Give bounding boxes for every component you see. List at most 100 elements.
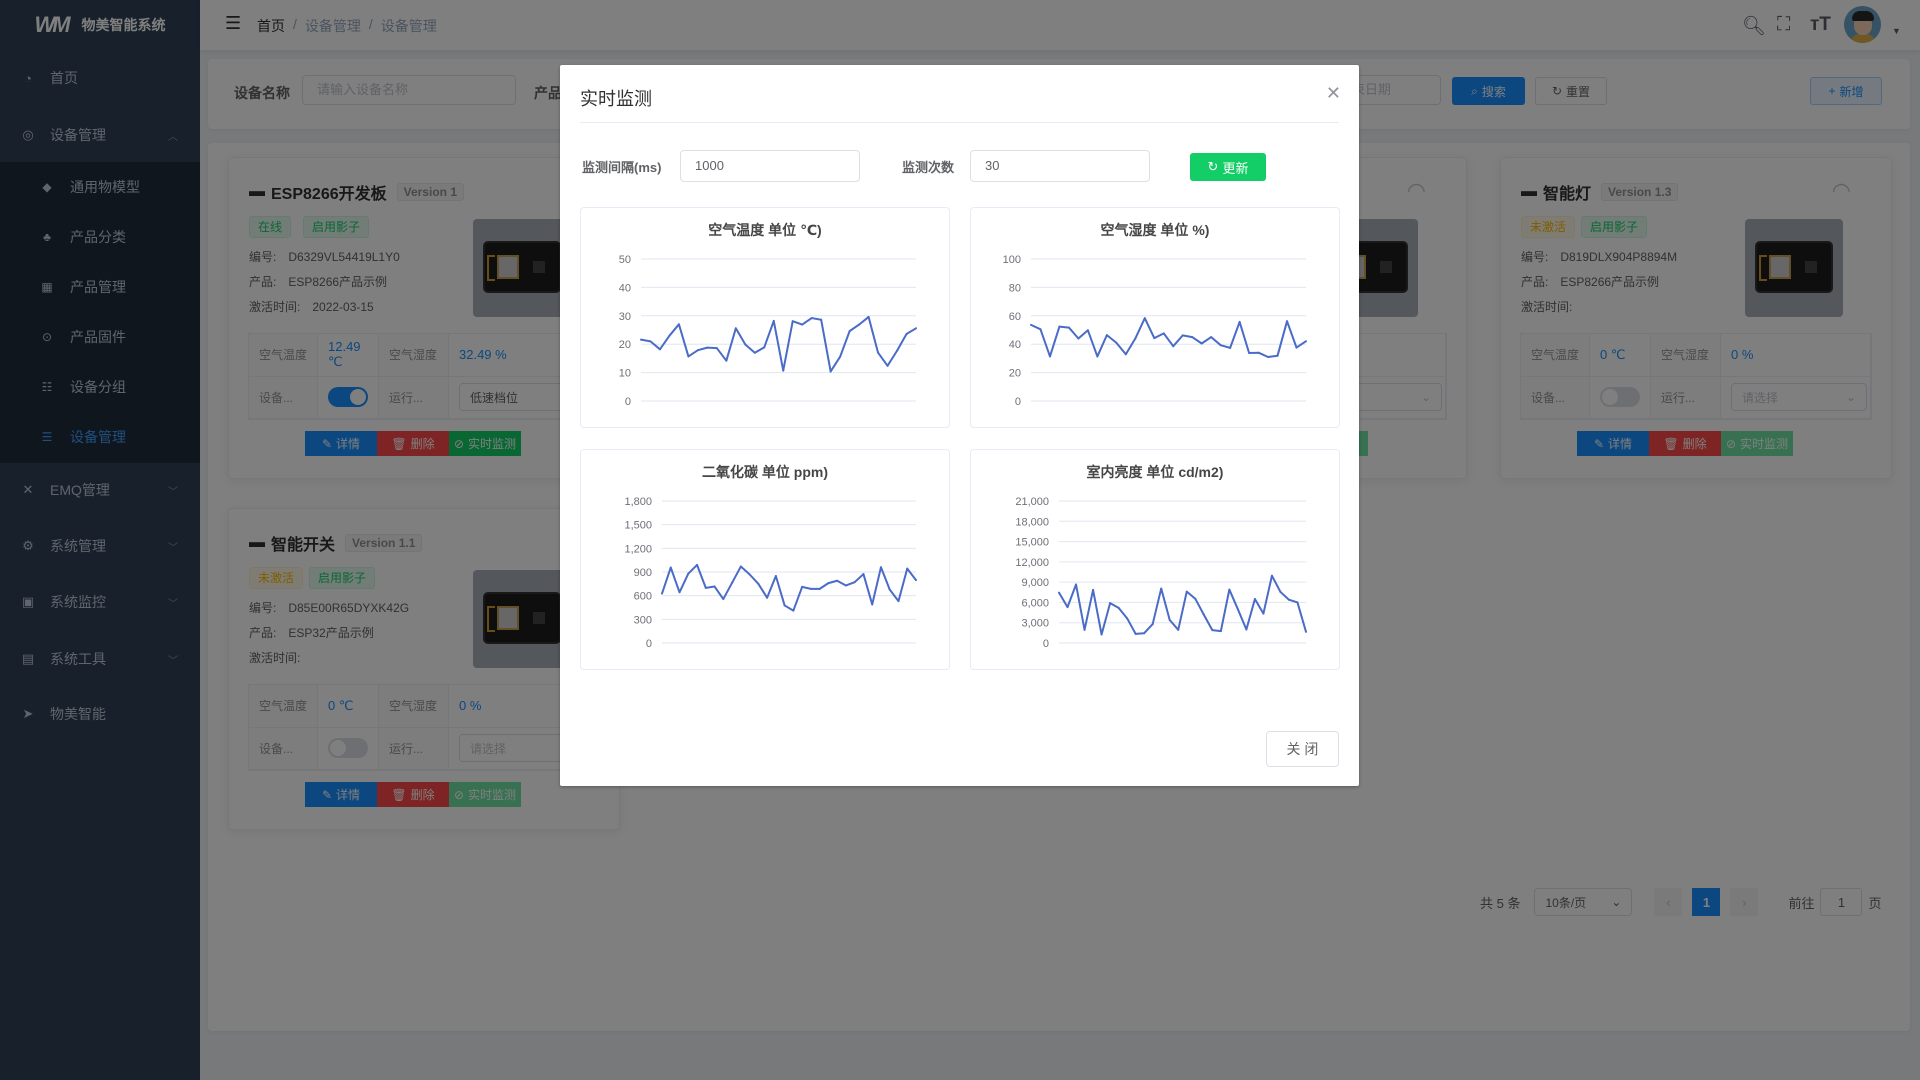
y-tick-label: 900 [634, 567, 652, 579]
data-point [658, 348, 661, 351]
data-point [829, 370, 832, 373]
data-point [1143, 317, 1146, 320]
close-icon[interactable]: ✕ [1325, 83, 1341, 103]
data-point [715, 347, 718, 350]
data-point [1162, 332, 1165, 335]
data-point [1048, 355, 1051, 358]
data-point [668, 334, 671, 337]
data-point [1066, 606, 1069, 609]
count-input[interactable]: 30 [970, 150, 1150, 182]
chart-card-humidity: 空气湿度 单位 %) 0 20 40 60 80 100 [970, 207, 1340, 428]
data-point [853, 581, 856, 584]
data-point [1211, 629, 1214, 632]
brightness-chart: 0 3,000 6,000 9,000 12,000 15,000 18,000 21,000 [1015, 496, 1307, 650]
data-point [1077, 337, 1080, 340]
data-point [1105, 334, 1108, 337]
data-point [896, 349, 899, 352]
data-point [1305, 630, 1307, 633]
data-point [1134, 337, 1137, 340]
y-tick-label: 1,800 [624, 496, 652, 508]
data-point [827, 582, 830, 585]
data-point [731, 581, 734, 584]
data-point [763, 346, 766, 349]
y-tick-label: 0 [1043, 638, 1049, 650]
data-point [1270, 574, 1273, 577]
data-point [1228, 588, 1231, 591]
data-point [766, 596, 769, 599]
data-point [867, 315, 870, 318]
y-tick-label: 12,000 [1015, 557, 1049, 569]
data-point [1200, 342, 1203, 345]
data-point [1262, 612, 1265, 615]
data-point [774, 575, 777, 578]
data-point [704, 586, 707, 589]
data-point [1100, 633, 1103, 636]
chart-title: 空气温度 单位 ℃) [708, 222, 822, 238]
data-point [1296, 601, 1299, 604]
data-point [1248, 352, 1251, 355]
data-point [706, 346, 709, 349]
data-point [713, 585, 716, 588]
data-point [1287, 598, 1290, 601]
y-tick-label: 10 [619, 368, 631, 380]
chart-title: 空气湿度 单位 %) [1100, 222, 1210, 238]
data-point [1134, 632, 1137, 635]
data-point [1295, 346, 1298, 349]
data-point [1117, 606, 1120, 609]
update-button[interactable]: ↻ 更新 [1190, 153, 1266, 181]
data-point [696, 349, 699, 352]
y-tick-label: 80 [1009, 282, 1021, 294]
data-point [1219, 344, 1222, 347]
data-point [640, 338, 642, 341]
chart-title: 二氧化碳 单位 ppm) [702, 464, 828, 480]
data-point [820, 318, 823, 321]
data-point [871, 603, 874, 606]
data-point [1109, 602, 1112, 605]
y-tick-label: 60 [1009, 311, 1021, 323]
data-point [1075, 583, 1078, 586]
data-point [1191, 336, 1194, 339]
y-tick-label: 40 [619, 282, 631, 294]
data-point [1039, 328, 1042, 331]
data-point [757, 582, 760, 585]
close-label: 关 闭 [1286, 741, 1319, 757]
interval-input[interactable]: 1000 [680, 150, 860, 182]
data-point [1143, 632, 1146, 635]
data-point [687, 572, 690, 575]
data-point [862, 573, 865, 576]
data-point [649, 340, 652, 343]
data-point [1219, 630, 1222, 633]
y-tick-label: 1,500 [624, 520, 652, 532]
count-label: 监测次数 [902, 160, 955, 175]
data-point [879, 566, 882, 569]
y-tick-label: 30 [619, 311, 631, 323]
data-point [888, 588, 891, 591]
close-button[interactable]: 关 闭 [1266, 731, 1339, 767]
data-point [844, 584, 847, 587]
y-tick-label: 40 [1009, 339, 1021, 351]
series-line [1030, 317, 1307, 358]
data-point [1181, 334, 1184, 337]
data-point [1245, 628, 1248, 631]
data-point [1126, 617, 1129, 620]
data-point [858, 323, 861, 326]
data-point [1096, 355, 1099, 358]
data-point [1210, 336, 1213, 339]
data-point [905, 332, 908, 335]
refresh-icon: ↻ [1207, 159, 1219, 174]
chart-title: 室内亮度 单位 cd/m2) [1086, 464, 1224, 480]
temperature-chart: 0 10 20 30 40 50 [619, 254, 917, 408]
data-point [792, 609, 795, 612]
data-point [1160, 587, 1163, 590]
data-point [744, 343, 747, 346]
data-point [669, 566, 672, 569]
data-point [1168, 619, 1171, 622]
series-line [1058, 574, 1307, 636]
series-line [661, 563, 917, 612]
data-point [782, 369, 785, 372]
y-tick-label: 15,000 [1015, 537, 1049, 549]
y-tick-label: 100 [1003, 254, 1021, 266]
data-point [1153, 337, 1156, 340]
data-point [801, 323, 804, 326]
data-point [1279, 590, 1282, 593]
